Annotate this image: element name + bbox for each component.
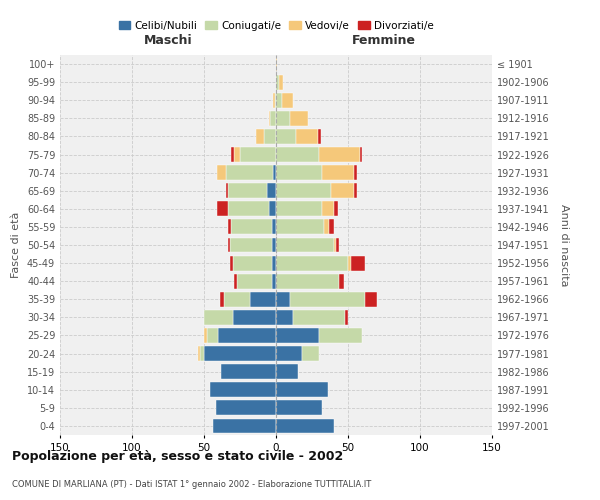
Bar [218,328,276,343]
Bar [276,74,279,90]
Bar [276,364,298,379]
Bar [210,382,276,397]
Bar [204,310,233,325]
Bar [217,202,229,216]
Bar [322,202,334,216]
Bar [229,202,269,216]
Text: Femmine: Femmine [352,34,416,47]
Bar [276,202,322,216]
Bar [354,184,356,198]
Bar [354,165,356,180]
Bar [221,364,276,379]
Bar [240,147,276,162]
Bar [200,346,204,361]
Bar [365,292,377,306]
Bar [237,274,272,288]
Bar [230,238,272,252]
Text: Maschi: Maschi [143,34,193,47]
Bar [217,165,226,180]
Bar [276,274,340,288]
Y-axis label: Fasce di età: Fasce di età [11,212,21,278]
Bar [331,184,354,198]
Bar [275,93,276,108]
Bar [334,202,338,216]
Bar [269,111,270,126]
Bar [212,418,276,434]
Bar [270,111,276,126]
Bar [276,147,319,162]
Bar [319,147,359,162]
Bar [276,56,277,72]
Bar [229,220,232,234]
Bar [215,400,276,415]
Bar [276,310,293,325]
Bar [273,93,275,108]
Bar [268,184,276,198]
Bar [207,328,218,343]
Bar [329,220,334,234]
Bar [296,129,318,144]
Bar [340,274,344,288]
Bar [276,111,290,126]
Bar [272,238,276,252]
Bar [198,346,200,361]
Bar [351,256,365,270]
Bar [276,220,323,234]
Bar [272,256,276,270]
Bar [276,292,290,306]
Bar [232,220,272,234]
Bar [229,238,230,252]
Bar [233,256,272,270]
Bar [234,147,240,162]
Bar [318,129,320,144]
Bar [359,147,362,162]
Bar [293,310,345,325]
Bar [319,328,362,343]
Text: Popolazione per età, sesso e stato civile - 2002: Popolazione per età, sesso e stato civil… [12,450,343,463]
Legend: Celibi/Nubili, Coniugati/e, Vedovi/e, Divorziati/e: Celibi/Nubili, Coniugati/e, Vedovi/e, Di… [115,16,437,35]
Bar [226,165,273,180]
Bar [276,129,296,144]
Bar [348,256,351,270]
Bar [302,346,319,361]
Bar [224,292,250,306]
Bar [290,111,308,126]
Bar [282,93,293,108]
Bar [272,274,276,288]
Bar [265,129,276,144]
Bar [276,238,334,252]
Bar [276,328,319,343]
Bar [256,129,265,144]
Bar [276,418,334,434]
Bar [273,165,276,180]
Y-axis label: Anni di nascita: Anni di nascita [559,204,569,286]
Bar [276,184,331,198]
Bar [229,184,268,198]
Bar [269,202,276,216]
Bar [290,292,365,306]
Bar [276,256,348,270]
Bar [272,220,276,234]
Bar [232,147,234,162]
Bar [323,220,329,234]
Bar [276,382,328,397]
Bar [226,184,229,198]
Bar [204,346,276,361]
Bar [279,74,283,90]
Bar [334,238,337,252]
Bar [234,274,237,288]
Bar [337,238,340,252]
Bar [276,93,282,108]
Bar [233,310,276,325]
Bar [220,292,224,306]
Bar [276,400,322,415]
Bar [345,310,348,325]
Bar [204,328,207,343]
Bar [322,165,354,180]
Bar [250,292,276,306]
Bar [230,256,233,270]
Bar [276,346,302,361]
Text: COMUNE DI MARLIANA (PT) - Dati ISTAT 1° gennaio 2002 - Elaborazione TUTTITALIA.I: COMUNE DI MARLIANA (PT) - Dati ISTAT 1° … [12,480,371,489]
Bar [276,165,322,180]
